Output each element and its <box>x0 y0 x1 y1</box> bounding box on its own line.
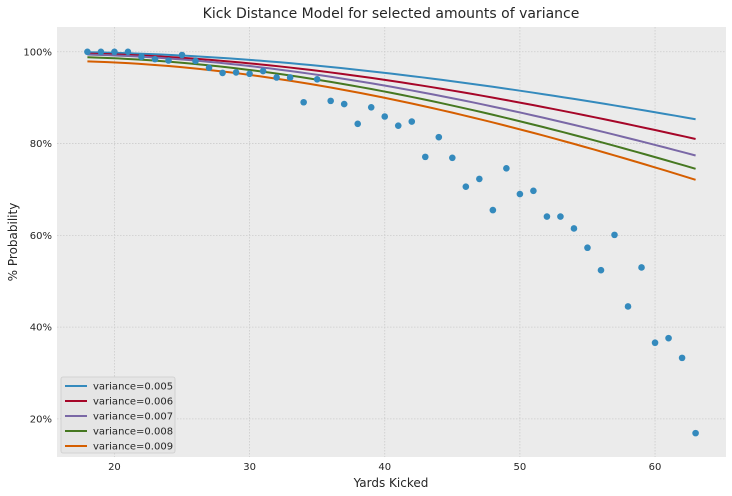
scatter-point <box>367 104 375 111</box>
y-tick-label: 80% <box>30 139 52 150</box>
scatter-point <box>192 57 199 65</box>
chart-title: Kick Distance Model for selected amounts… <box>203 6 580 22</box>
series-line <box>87 60 696 181</box>
x-tick-label: 50 <box>514 462 527 473</box>
scatter-point <box>584 244 591 252</box>
scatter-point <box>138 53 145 61</box>
scatter-point <box>543 213 551 220</box>
scatter-point <box>340 100 348 108</box>
x-tick-label: 30 <box>243 462 256 473</box>
model-curves <box>87 51 696 181</box>
scatter-point <box>570 225 578 232</box>
scatter-point <box>394 122 402 129</box>
scatter-point <box>449 154 456 162</box>
scatter-point <box>354 120 362 128</box>
scatter-point <box>530 187 537 195</box>
legend-label: variance=0.006 <box>93 397 173 408</box>
scatter-point <box>611 231 618 239</box>
scatter-point <box>503 165 510 172</box>
scatter-point <box>259 67 267 75</box>
y-tick-label: 20% <box>30 414 52 425</box>
x-tick-label: 60 <box>649 462 662 473</box>
series-line <box>87 53 696 157</box>
scatter-point <box>381 113 389 120</box>
scatter-point <box>557 213 564 220</box>
scatter-point <box>232 69 240 76</box>
y-tick-label: 60% <box>30 231 52 242</box>
scatter-point <box>651 339 659 347</box>
scatter-point <box>516 190 524 198</box>
legend-label: variance=0.009 <box>93 442 173 453</box>
scatter-point <box>124 48 132 56</box>
scatter-point <box>692 429 699 437</box>
scatter-point <box>300 98 307 106</box>
y-tick-labels: 20% 40% 60% 80% 100% <box>23 47 52 425</box>
series-line <box>87 56 696 170</box>
scatter-point <box>246 70 253 78</box>
y-tick-label: 100% <box>23 47 52 58</box>
x-tick-labels: 20 30 40 50 60 <box>108 462 661 473</box>
scatter-point <box>111 48 118 56</box>
scatter-points <box>84 48 699 437</box>
legend-label: variance=0.005 <box>93 382 173 393</box>
scatter-point <box>462 183 470 191</box>
y-axis-label: % Probability <box>6 203 20 282</box>
y-tick-label: 40% <box>30 323 52 334</box>
scatter-point <box>665 334 672 342</box>
scatter-point <box>327 97 334 105</box>
scatter-point <box>205 64 213 72</box>
legend: variance=0.005 variance=0.006 variance=0.0… <box>60 376 176 454</box>
scatter-point <box>597 266 605 274</box>
scatter-point <box>421 153 429 161</box>
scatter-point <box>313 76 321 83</box>
x-axis-label: Yards Kicked <box>353 476 429 490</box>
scatter-point <box>84 48 91 56</box>
scatter-point <box>678 354 686 362</box>
scatter-point <box>476 175 483 183</box>
x-tick-label: 20 <box>108 462 121 473</box>
scatter-point <box>435 133 443 141</box>
scatter-point <box>178 51 186 59</box>
scatter-point <box>219 69 226 77</box>
x-tick-label: 40 <box>378 462 391 473</box>
series-line <box>87 51 696 121</box>
scatter-point <box>273 74 280 81</box>
legend-label: variance=0.007 <box>93 412 173 423</box>
scatter-point <box>624 303 632 310</box>
scatter-point <box>408 118 416 125</box>
scatter-point <box>489 206 497 214</box>
legend-box <box>60 376 176 454</box>
scatter-point <box>151 55 159 63</box>
scatter-point <box>638 264 645 271</box>
scatter-point <box>165 57 172 64</box>
scatter-point <box>97 48 105 56</box>
legend-label: variance=0.008 <box>93 427 173 438</box>
series-line <box>87 52 696 140</box>
scatter-point <box>286 74 294 81</box>
